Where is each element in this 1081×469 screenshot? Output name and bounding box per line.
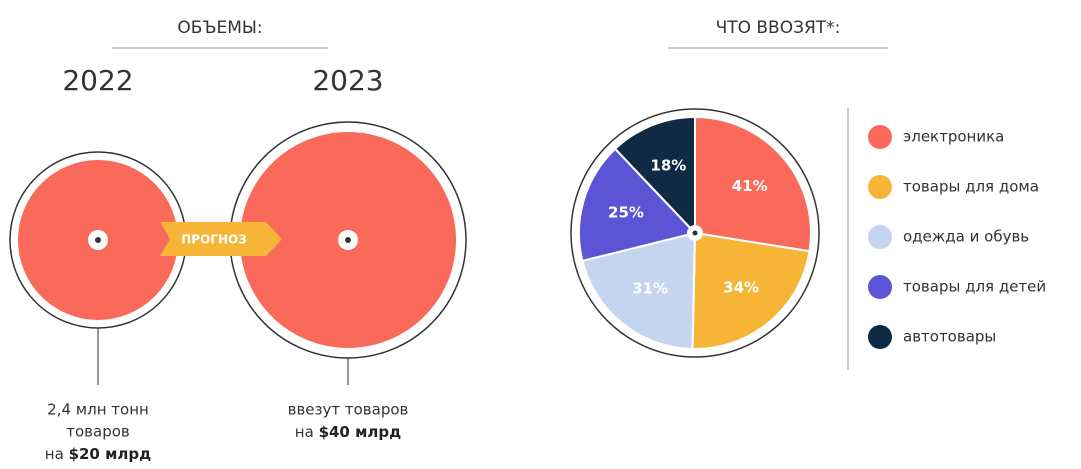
arrow-label: ПРОГНОЗ (181, 233, 246, 247)
year: 2023 (312, 64, 383, 97)
caption-prefix: на (295, 423, 319, 441)
amount: $20 млрд (69, 445, 152, 463)
pie-slice (691, 231, 811, 350)
pie-slice (581, 231, 697, 350)
legend-swatch (868, 275, 892, 299)
caption-amount: на $20 млрд (45, 445, 151, 463)
caption: товаров (66, 423, 130, 441)
legend-label: товары для дома (903, 178, 1039, 196)
caption-prefix: на (45, 445, 69, 463)
pie-slice (694, 115, 812, 253)
legend-swatch (868, 175, 892, 199)
forecast-arrow (160, 222, 282, 256)
legend-label: товары для детей (903, 278, 1046, 296)
year: 2022 (62, 64, 133, 97)
caption-amount: на $40 млрд (295, 423, 401, 441)
center-dot (88, 230, 108, 250)
slice-label: 41% (732, 177, 768, 195)
center-dot (687, 225, 703, 241)
caption: ввезут товаров (288, 401, 409, 419)
legend-swatch (868, 225, 892, 249)
slice-label: 34% (723, 279, 759, 297)
slice-label: 18% (650, 157, 686, 175)
legend-swatch (868, 125, 892, 149)
volumes-title: ОБЪЕМЫ: (177, 18, 262, 38)
legend-label: автотовары (903, 328, 996, 346)
slice-label: 31% (632, 280, 668, 298)
caption: 2,4 млн тонн (47, 401, 149, 419)
pie-slice (578, 147, 697, 263)
pie-title: ЧТО ВВОЗЯТ*: (716, 18, 841, 38)
legend-label: электроника (903, 128, 1004, 146)
pie-slice (613, 115, 696, 236)
slice-label: 25% (608, 203, 644, 221)
amount: $40 млрд (319, 423, 402, 441)
legend-swatch (868, 325, 892, 349)
center-dot (338, 230, 358, 250)
legend-label: одежда и обувь (903, 228, 1029, 246)
